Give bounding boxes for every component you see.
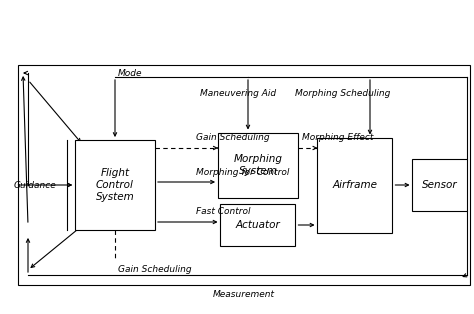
Text: Sensor: Sensor	[422, 180, 458, 190]
Bar	[412, 159, 467, 211]
Text: Maneuvering Aid: Maneuvering Aid	[200, 89, 276, 98]
Text: Flight
Control
System: Flight Control System	[96, 168, 134, 202]
Text: Actuator: Actuator	[236, 220, 281, 230]
Text: Gain Scheduling: Gain Scheduling	[196, 133, 270, 142]
Bar	[318, 138, 392, 232]
Bar	[75, 140, 155, 230]
Bar	[218, 133, 298, 198]
Text: Mode: Mode	[118, 68, 143, 78]
Text: Morphing Scheduling: Morphing Scheduling	[295, 89, 391, 98]
Text: Fast Control: Fast Control	[196, 207, 250, 216]
Text: Morphing
System: Morphing System	[234, 154, 283, 176]
Text: Airframe: Airframe	[332, 180, 377, 190]
Text: Morphing for Control: Morphing for Control	[196, 168, 289, 177]
Text: Guidance: Guidance	[14, 181, 57, 190]
Text: Gain Scheduling: Gain Scheduling	[118, 265, 191, 274]
Text: Morphing Effect: Morphing Effect	[302, 133, 374, 142]
Bar	[18, 65, 470, 285]
Text: Measurement: Measurement	[213, 290, 275, 299]
Bar	[220, 204, 295, 246]
